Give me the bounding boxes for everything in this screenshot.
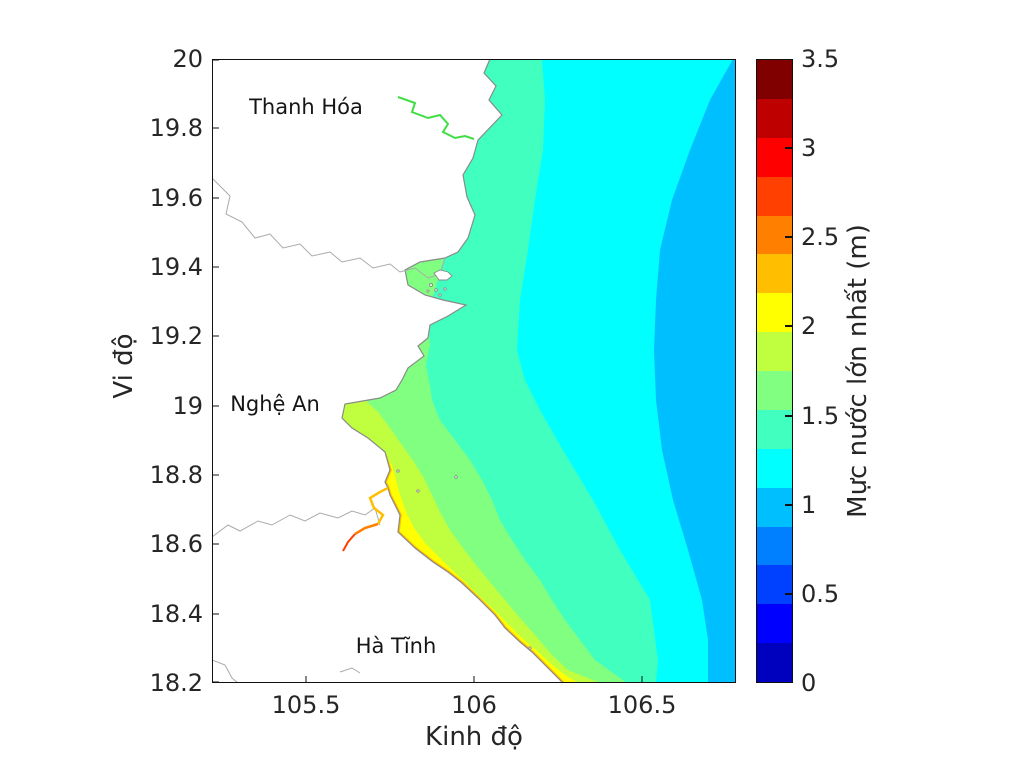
colorbar-tick-label: 2 bbox=[801, 312, 817, 340]
land-polygon bbox=[212, 59, 563, 683]
coastline bbox=[341, 59, 564, 683]
map-canvas bbox=[212, 59, 736, 683]
islet bbox=[426, 289, 430, 293]
colorbar-segment bbox=[757, 60, 792, 99]
y-tick-label: 19.4 bbox=[149, 253, 203, 281]
colorbar-segment bbox=[757, 448, 792, 488]
colorbar-segment bbox=[757, 487, 792, 527]
y-tick-label: 19.8 bbox=[149, 114, 203, 142]
colorbar-segment bbox=[757, 371, 792, 410]
admin-border-small bbox=[339, 667, 361, 674]
colorbar-tick-label: 0.5 bbox=[801, 580, 840, 608]
colorbar-segment bbox=[757, 604, 792, 644]
islet bbox=[443, 287, 447, 291]
y-tick-label: 18.4 bbox=[149, 600, 203, 628]
river-lam-segment-orange bbox=[354, 522, 379, 536]
islet bbox=[434, 288, 438, 292]
x-axis-label: Kinh độ bbox=[425, 722, 523, 752]
colorbar-segment bbox=[757, 176, 792, 216]
y-tick-label: 20 bbox=[172, 45, 203, 73]
river-lam-segment-amber bbox=[368, 486, 389, 525]
province-label-nghe-an: Nghệ An bbox=[230, 392, 320, 416]
y-tick-label: 19 bbox=[172, 392, 203, 420]
province-label-thanh-hoa: Thanh Hóa bbox=[249, 95, 363, 119]
admin-border-south bbox=[212, 659, 239, 683]
colorbar-segment bbox=[757, 254, 792, 294]
colorbar-tick-label: 3.5 bbox=[801, 45, 840, 73]
islet bbox=[396, 469, 400, 473]
y-tick-label: 18.8 bbox=[149, 461, 203, 489]
colorbar-tick-label: 3 bbox=[801, 134, 817, 162]
x-tick-label: 106 bbox=[451, 691, 497, 719]
islet bbox=[438, 293, 442, 297]
y-tick-label: 18.6 bbox=[149, 530, 203, 558]
colorbar-tick-label: 1.5 bbox=[801, 402, 840, 430]
islet bbox=[416, 489, 420, 493]
colorbar-segment bbox=[757, 98, 792, 138]
x-tick-label: 106.5 bbox=[607, 691, 677, 719]
colorbar-tick-label: 2.5 bbox=[801, 223, 840, 251]
island-hon-me bbox=[433, 269, 453, 281]
admin-border-thanh-hoa-nghe-an bbox=[212, 177, 446, 279]
islands bbox=[396, 269, 532, 650]
colorbar-axis-label: Mực nước lớn nhất (m) bbox=[843, 224, 873, 518]
admin-border-nghe-an-ha-tinh bbox=[212, 507, 381, 538]
colorbar-segment bbox=[757, 215, 792, 255]
colorbar-segment bbox=[757, 332, 792, 371]
axes-frame bbox=[212, 59, 736, 683]
x-tick-marks bbox=[305, 676, 643, 682]
river-lam-segment-orangered bbox=[342, 533, 356, 552]
y-tick-label: 18.2 bbox=[149, 669, 203, 697]
islet bbox=[454, 475, 458, 479]
colorbar-tick-label: 0 bbox=[801, 669, 817, 697]
river-ma-north bbox=[397, 96, 475, 140]
y-axis-label: Vi độ bbox=[109, 333, 139, 399]
colorbar-gradient bbox=[756, 59, 793, 683]
y-tick-marks bbox=[213, 59, 219, 683]
colorbar-segment bbox=[757, 526, 792, 566]
colorbar-segment bbox=[757, 565, 792, 605]
islet bbox=[429, 283, 433, 287]
colorbar-segment bbox=[757, 643, 792, 682]
admin-boundaries bbox=[212, 177, 446, 683]
colorbar-tick-label: 1 bbox=[801, 491, 817, 519]
y-tick-label: 19.6 bbox=[149, 184, 203, 212]
map-plot-area: Thanh Hóa Nghệ An Hà Tĩnh bbox=[212, 59, 736, 683]
colorbar-segment bbox=[757, 137, 792, 177]
y-tick-label: 19.2 bbox=[149, 322, 203, 350]
province-label-ha-tinh: Hà Tĩnh bbox=[355, 634, 437, 658]
islet bbox=[528, 646, 532, 650]
x-tick-label: 105.5 bbox=[271, 691, 341, 719]
